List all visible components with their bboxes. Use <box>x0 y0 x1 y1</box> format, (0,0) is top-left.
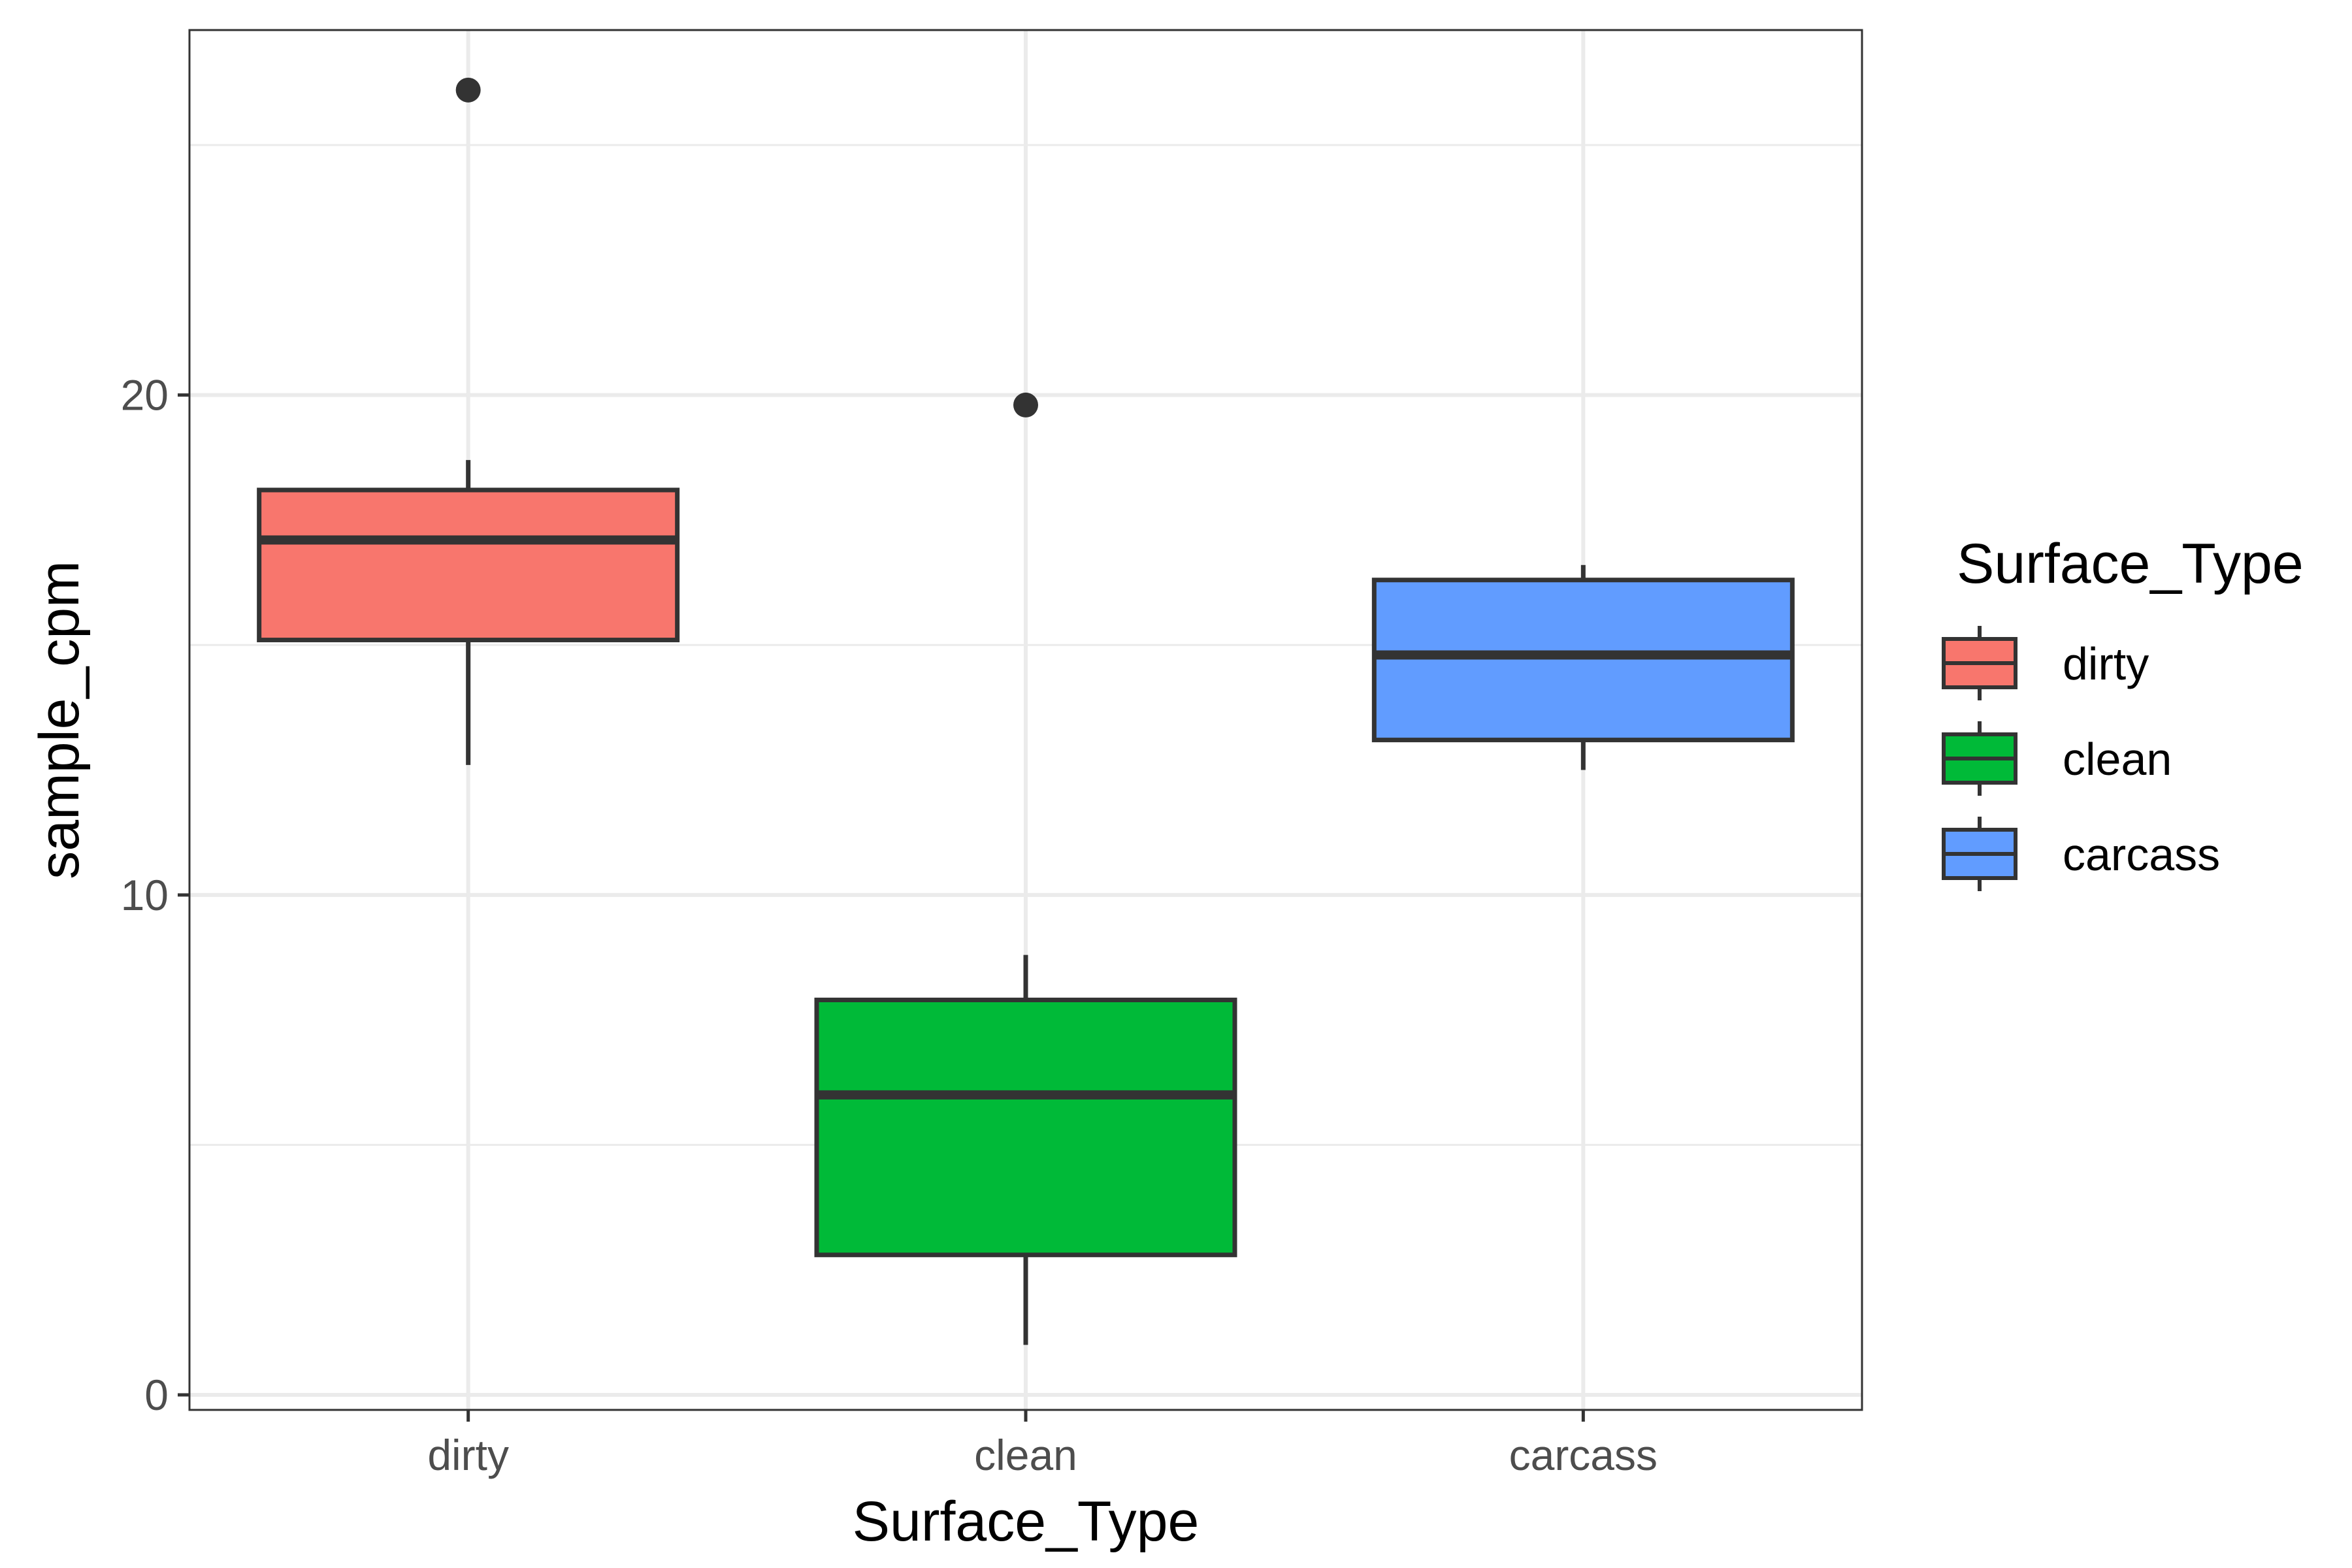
box-body <box>814 998 1237 1258</box>
box-body <box>1371 578 1795 743</box>
box-clean <box>814 392 1237 1345</box>
x-axis-title: Surface_Type <box>853 1490 1200 1553</box>
outlier-point <box>1013 392 1038 417</box>
y-tick-label: 10 <box>121 871 169 919</box>
legend-label: dirty <box>2063 638 2149 689</box>
legend-title: Surface_Type <box>1957 532 2304 595</box>
x-tick-label: carcass <box>1509 1431 1658 1479</box>
axes: 0 10 20 dirty clean carcass <box>121 371 1658 1479</box>
legend-items: dirty clean carcass <box>1942 626 2220 891</box>
legend-label: clean <box>2063 734 2172 785</box>
box-carcass <box>1371 564 1795 770</box>
legend-item-clean: clean <box>1942 721 2172 796</box>
x-tick-label: dirty <box>427 1431 509 1479</box>
legend-item-carcass: carcass <box>1942 817 2220 891</box>
box-body <box>257 487 680 643</box>
y-axis-title: sample_cpm <box>28 561 91 879</box>
box-dirty <box>257 77 680 765</box>
box-series <box>257 77 1795 1345</box>
y-tick-label: 20 <box>121 371 169 419</box>
x-tick-label: clean <box>974 1431 1077 1479</box>
legend: Surface_Type dirty clean carcass <box>1942 532 2304 891</box>
y-tick-label: 0 <box>144 1371 169 1419</box>
outlier-point <box>455 77 481 103</box>
legend-item-dirty: dirty <box>1942 626 2149 700</box>
legend-label: carcass <box>2063 829 2220 880</box>
